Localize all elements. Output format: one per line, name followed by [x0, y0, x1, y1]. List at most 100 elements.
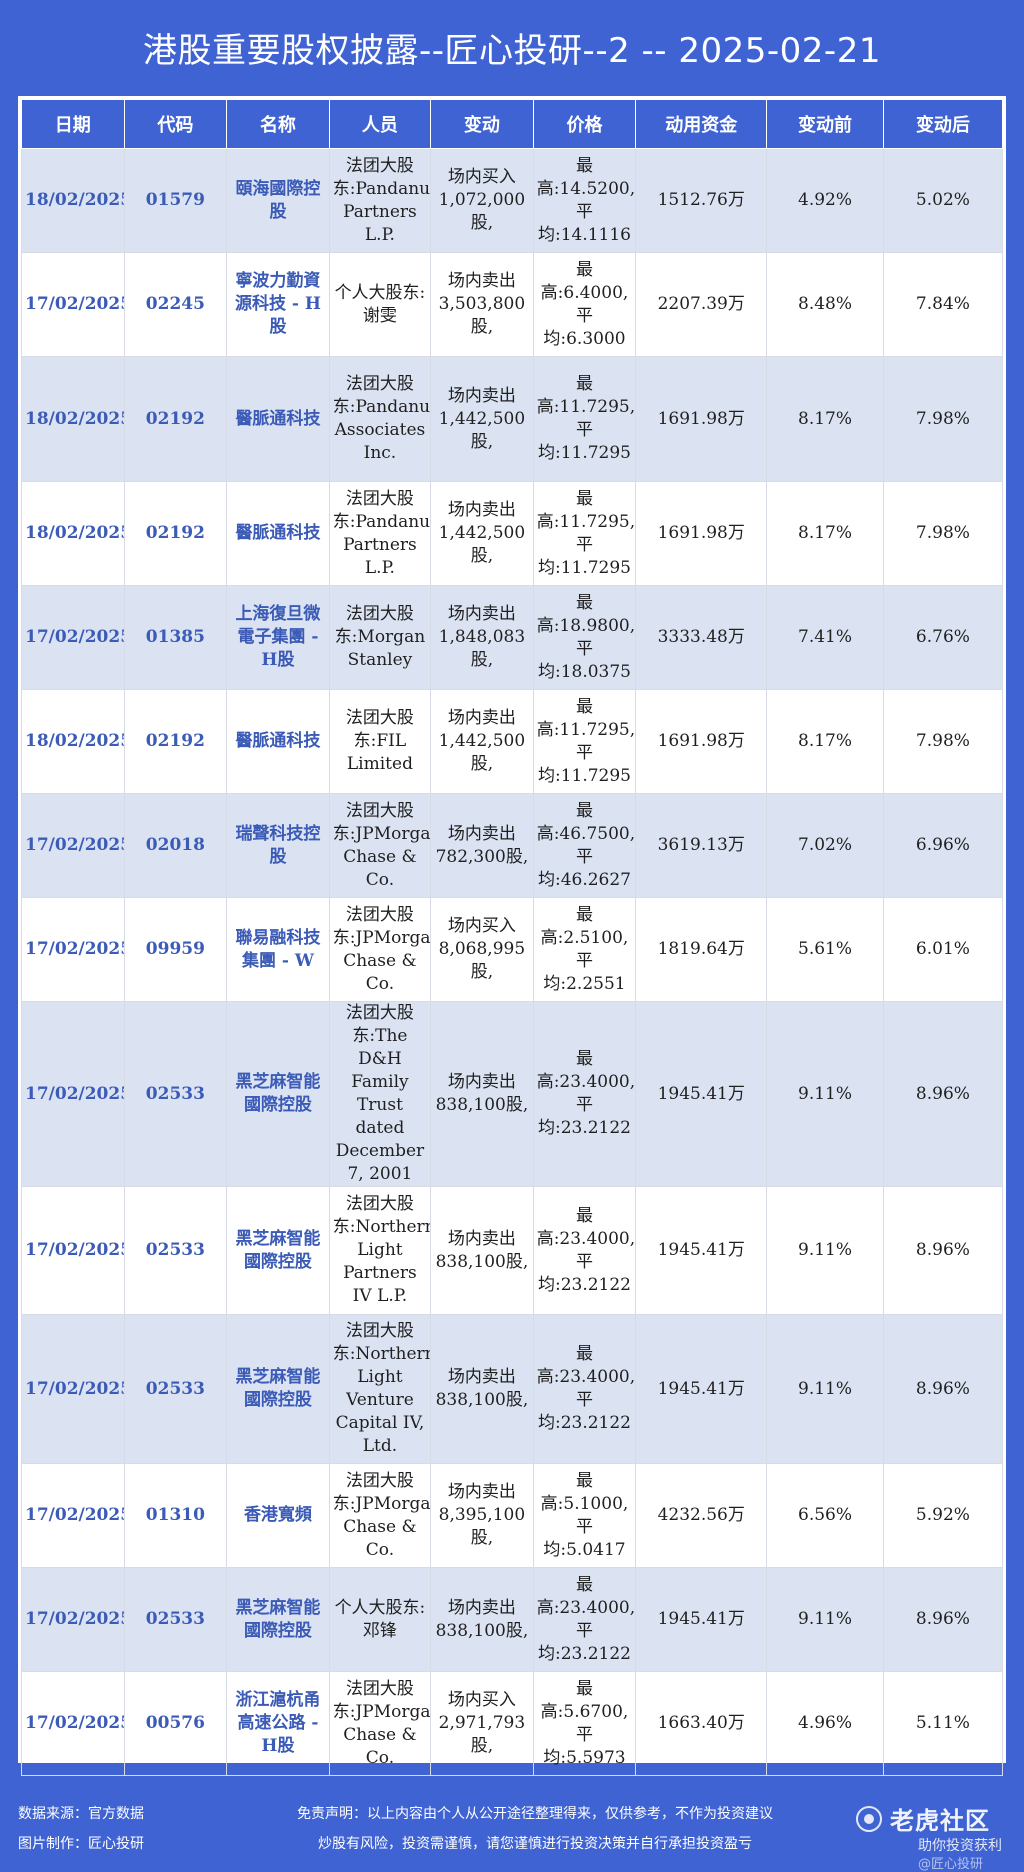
cell-code[interactable]: 02018	[123, 793, 228, 898]
cell-before: 8.17%	[766, 689, 884, 794]
cell-before: 8.48%	[766, 252, 884, 357]
cell-before: 9.11%	[766, 1567, 884, 1672]
cell-person: 法团大股东:Pandanus Associates Inc.	[328, 356, 432, 482]
cell-funds: 1691.98万	[635, 689, 768, 794]
cell-price: 最高:23.4000,平均:23.2122	[532, 1314, 637, 1464]
cell-price: 最高:23.4000,平均:23.2122	[532, 1567, 637, 1672]
cell-code[interactable]: 01579	[123, 148, 228, 253]
watermark-handle: @匠心投研	[918, 1857, 984, 1872]
cell-change: 场内买入2,971,793股,	[430, 1671, 534, 1776]
cell-change: 场内卖出838,100股,	[430, 1314, 534, 1464]
header-before: 变动前	[766, 99, 884, 149]
cell-funds: 1819.64万	[635, 897, 768, 1002]
footer-credits: 数据来源：官方数据 图片制作：匠心投研	[18, 1799, 144, 1859]
footer-disclaimer: 免责声明：以上内容由个人从公开途径整理得来，仅供参考，不作为投资建议 炒股有风险…	[270, 1799, 800, 1859]
cell-person: 法团大股东:JPMorgan Chase & Co.	[328, 1671, 432, 1776]
cell-after: 7.98%	[882, 356, 1004, 482]
cell-code[interactable]: 02533	[123, 1186, 228, 1315]
cell-funds: 1945.41万	[635, 1186, 768, 1315]
cell-after: 8.96%	[882, 1314, 1004, 1464]
cell-change: 场内卖出8,395,100股,	[430, 1463, 534, 1568]
cell-code[interactable]: 02533	[123, 1567, 228, 1672]
cell-name[interactable]: 醫脈通科技	[226, 689, 330, 794]
cell-funds: 3333.48万	[635, 585, 768, 690]
cell-after: 5.11%	[882, 1671, 1004, 1776]
cell-name[interactable]: 上海復旦微電子集團 - H股	[226, 585, 330, 690]
cell-date: 17/02/2025	[21, 1567, 125, 1672]
table-row: 18/02/2025 02192 醫脈通科技 法团大股东:Pandanus As…	[21, 356, 1004, 482]
cell-code[interactable]: 02192	[123, 689, 228, 794]
cell-code[interactable]: 00576	[123, 1671, 228, 1776]
cell-name[interactable]: 醫脈通科技	[226, 356, 330, 482]
cell-code[interactable]: 01310	[123, 1463, 228, 1568]
table-row: 17/02/2025 02245 寧波力勤資源科技 - H股 个人大股东:谢雯 …	[21, 252, 1004, 357]
cell-date: 17/02/2025	[21, 252, 125, 357]
cell-before: 4.96%	[766, 1671, 884, 1776]
cell-name[interactable]: 黑芝麻智能國際控股	[226, 1314, 330, 1464]
cell-name[interactable]: 黑芝麻智能國際控股	[226, 1567, 330, 1672]
cell-date: 17/02/2025	[21, 1001, 125, 1187]
header-name: 名称	[226, 99, 330, 149]
disclosure-table-container: 日期 代码 名称 人员 变动 价格 动用资金 变动前 变动后 18/02/202…	[18, 96, 1006, 1776]
cell-name[interactable]: 浙江滬杭甬高速公路 - H股	[226, 1671, 330, 1776]
cell-code[interactable]: 02192	[123, 356, 228, 482]
cell-after: 8.96%	[882, 1186, 1004, 1315]
cell-date: 18/02/2025	[21, 148, 125, 253]
cell-price: 最高:11.7295,平均:11.7295	[532, 356, 637, 482]
page-title: 港股重要股权披露--匠心投研--2 -- 2025-02-21	[143, 30, 881, 71]
cell-person: 个人大股东:邓锋	[328, 1567, 432, 1672]
cell-funds: 1663.40万	[635, 1671, 768, 1776]
table-row: 17/02/2025 02533 黑芝麻智能國際控股 法团大股东:Norther…	[21, 1314, 1004, 1464]
cell-code[interactable]: 02245	[123, 252, 228, 357]
cell-name[interactable]: 寧波力勤資源科技 - H股	[226, 252, 330, 357]
cell-code[interactable]: 02192	[123, 481, 228, 586]
image-maker-text: 图片制作：匠心投研	[18, 1836, 144, 1852]
cell-price: 最高:2.5100,平均:2.2551	[532, 897, 637, 1002]
cell-price: 最高:23.4000,平均:23.2122	[532, 1186, 637, 1315]
cell-date: 18/02/2025	[21, 356, 125, 482]
cell-after: 7.84%	[882, 252, 1004, 357]
cell-after: 8.96%	[882, 1567, 1004, 1672]
cell-name[interactable]: 黑芝麻智能國際控股	[226, 1001, 330, 1187]
header-date: 日期	[21, 99, 125, 149]
watermark-logo-text: 老虎社区	[890, 1807, 990, 1835]
cell-before: 5.61%	[766, 897, 884, 1002]
cell-after: 7.98%	[882, 689, 1004, 794]
footer: 数据来源：官方数据 图片制作：匠心投研 免责声明：以上内容由个人从公开途径整理得…	[0, 1763, 1024, 1872]
cell-before: 7.41%	[766, 585, 884, 690]
cell-funds: 1691.98万	[635, 481, 768, 586]
tiger-logo-icon	[856, 1805, 882, 1832]
cell-code[interactable]: 02533	[123, 1314, 228, 1464]
cell-name[interactable]: 香港寬頻	[226, 1463, 330, 1568]
cell-name[interactable]: 醫脈通科技	[226, 481, 330, 586]
cell-code[interactable]: 01385	[123, 585, 228, 690]
cell-person: 法团大股东:JPMorgan Chase & Co.	[328, 897, 432, 1002]
cell-name[interactable]: 頤海國際控股	[226, 148, 330, 253]
table-row: 17/02/2025 02533 黑芝麻智能國際控股 个人大股东:邓锋 场内卖出…	[21, 1567, 1004, 1672]
cell-person: 法团大股东:FIL Limited	[328, 689, 432, 794]
cell-after: 7.98%	[882, 481, 1004, 586]
cell-name[interactable]: 黑芝麻智能國際控股	[226, 1186, 330, 1315]
cell-change: 场内卖出782,300股,	[430, 793, 534, 898]
cell-change: 场内卖出1,442,500股,	[430, 481, 534, 586]
cell-change: 场内卖出838,100股,	[430, 1186, 534, 1315]
cell-price: 最高:14.5200,平均:14.1116	[532, 148, 637, 253]
disclaimer-line-1: 免责声明：以上内容由个人从公开途径整理得来，仅供参考，不作为投资建议	[297, 1806, 773, 1822]
disclosure-table: 日期 代码 名称 人员 变动 价格 动用资金 变动前 变动后 18/02/202…	[21, 99, 1004, 1776]
table-header-row: 日期 代码 名称 人员 变动 价格 动用资金 变动前 变动后	[21, 99, 1004, 149]
cell-person: 法团大股东:Pandanus Partners L.P.	[328, 148, 432, 253]
cell-date: 17/02/2025	[21, 1314, 125, 1464]
cell-funds: 1945.41万	[635, 1001, 768, 1187]
cell-name[interactable]: 聯易融科技集團 - W	[226, 897, 330, 1002]
cell-price: 最高:23.4000,平均:23.2122	[532, 1001, 637, 1187]
cell-change: 场内卖出1,848,083股,	[430, 585, 534, 690]
cell-after: 5.92%	[882, 1463, 1004, 1568]
cell-person: 法团大股东:The D&H Family Trust dated Decembe…	[328, 1001, 432, 1187]
cell-funds: 1691.98万	[635, 356, 768, 482]
cell-code[interactable]: 09959	[123, 897, 228, 1002]
cell-date: 17/02/2025	[21, 793, 125, 898]
cell-person: 个人大股东:谢雯	[328, 252, 432, 357]
cell-code[interactable]: 02533	[123, 1001, 228, 1187]
table-row: 17/02/2025 00576 浙江滬杭甬高速公路 - H股 法团大股东:JP…	[21, 1671, 1004, 1776]
cell-name[interactable]: 瑞聲科技控股	[226, 793, 330, 898]
